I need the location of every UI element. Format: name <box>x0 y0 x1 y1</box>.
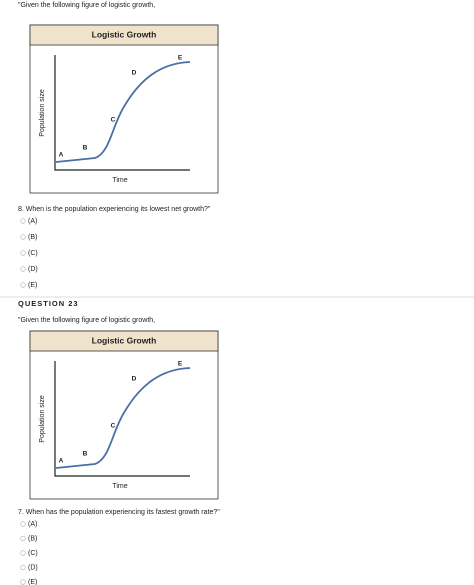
intro-text: "Given the following figure of logistic … <box>18 2 155 9</box>
x-axis-label: Time <box>112 177 127 184</box>
y-axis-label: Population size <box>39 395 46 443</box>
question-heading: QUESTION 23 <box>18 299 79 308</box>
radio-button[interactable] <box>20 234 26 240</box>
point-label: C <box>111 423 116 430</box>
figure-header <box>29 330 219 352</box>
point-label: A <box>59 152 64 159</box>
radio-button[interactable] <box>20 282 26 288</box>
intro-text: "Given the following figure of logistic … <box>18 317 155 324</box>
point-label: E <box>178 55 183 62</box>
option-label: (E) <box>28 579 37 585</box>
radio-button[interactable] <box>20 250 26 256</box>
growth-curve <box>55 367 191 469</box>
radio-button[interactable] <box>20 266 26 272</box>
figure: Logistic Growth Population size Time A B C D E <box>29 24 219 194</box>
point-label: D <box>132 376 137 383</box>
radio-button[interactable] <box>20 579 26 585</box>
radio-button[interactable] <box>20 564 26 571</box>
point-label: B <box>83 451 88 458</box>
option-label: (A) <box>28 218 37 225</box>
growth-curve <box>55 61 191 163</box>
option-label: (C) <box>28 550 38 557</box>
figure-header <box>29 24 219 46</box>
radio-button[interactable] <box>20 521 26 527</box>
point-label: E <box>178 361 183 368</box>
point-label: A <box>59 458 64 465</box>
axes <box>54 55 190 171</box>
figure-frame <box>29 24 219 194</box>
figure-title: Logistic Growth <box>92 335 157 345</box>
option-label: (E) <box>28 282 37 289</box>
point-label: D <box>132 70 137 77</box>
radio-button[interactable] <box>20 550 26 556</box>
option-label: (A) <box>28 521 37 528</box>
x-axis-label: Time <box>112 483 127 490</box>
radio-button[interactable] <box>20 535 26 542</box>
option-label: (D) <box>28 564 38 571</box>
axes <box>54 361 190 477</box>
figure: Logistic Growth Population size Time A B C D E <box>29 330 219 500</box>
option-label: (C) <box>28 250 38 257</box>
point-label: B <box>83 145 88 152</box>
y-axis-label: Population size <box>39 89 46 137</box>
point-label: C <box>111 117 116 124</box>
figure-title: Logistic Growth <box>92 29 157 39</box>
option-label: (D) <box>28 266 38 273</box>
radio-button[interactable] <box>20 218 26 224</box>
option-label: (B) <box>28 234 37 241</box>
option-label: (B) <box>28 535 37 542</box>
question-prompt: 8. When is the population experiencing i… <box>18 206 211 213</box>
question-prompt: 7. When has the population experiencing … <box>18 509 220 516</box>
figure-frame <box>29 330 219 500</box>
